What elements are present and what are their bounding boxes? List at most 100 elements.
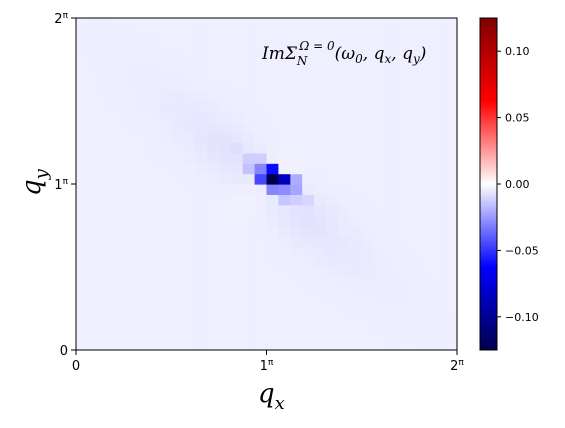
heatmap-cell — [99, 194, 113, 206]
heatmap-cell — [218, 59, 232, 71]
heatmap-cell — [409, 204, 422, 216]
heatmap-cell — [337, 111, 351, 123]
heatmap-cell — [433, 215, 446, 227]
heatmap-cell — [171, 28, 184, 40]
heatmap-cell — [135, 18, 149, 29]
heatmap-cell — [361, 28, 375, 40]
heatmap-cell — [397, 49, 410, 61]
heatmap-cell — [266, 256, 280, 268]
heatmap-cell — [349, 80, 363, 92]
heatmap-cell — [159, 298, 172, 310]
heatmap-cell — [433, 80, 446, 92]
heatmap-cell — [421, 318, 434, 330]
heatmap-cell — [147, 90, 160, 102]
heatmap-cell — [361, 59, 375, 71]
heatmap-cell — [361, 225, 375, 237]
heatmap-cell — [409, 90, 422, 102]
heatmap-cell — [242, 28, 256, 40]
heatmap-cell — [135, 49, 149, 61]
heatmap-cell — [445, 111, 458, 123]
heatmap-cell — [349, 69, 363, 81]
heatmap-cell — [159, 80, 172, 92]
heatmap-cell — [397, 59, 410, 71]
heatmap-cell — [159, 287, 172, 299]
heatmap-cell — [171, 339, 184, 351]
heatmap-cell — [361, 329, 375, 341]
heatmap-cell — [290, 308, 303, 320]
heatmap-cell — [326, 204, 339, 216]
heatmap-cell — [254, 329, 268, 341]
heatmap-cell — [99, 90, 113, 102]
heatmap-cell — [409, 246, 422, 258]
heatmap-cell — [87, 18, 101, 29]
heatmap-cell — [290, 80, 303, 92]
heatmap-cell — [135, 152, 149, 164]
heatmap-cell — [218, 111, 232, 123]
heatmap-cell — [385, 163, 399, 175]
heatmap-cell — [76, 152, 89, 164]
heatmap-cell — [397, 194, 410, 206]
heatmap-cell — [326, 246, 339, 258]
heatmap-cell — [123, 194, 137, 206]
heatmap-cell — [373, 132, 387, 144]
heatmap-cell — [421, 329, 434, 341]
heatmap-cell — [254, 132, 268, 144]
heatmap-cell — [123, 111, 137, 123]
heatmap-cell — [206, 28, 220, 40]
heatmap-cell — [76, 225, 89, 237]
heatmap-cell — [445, 49, 458, 61]
heatmap-cell — [111, 121, 125, 133]
heatmap-cell — [397, 80, 410, 92]
heatmap-cell — [99, 184, 113, 195]
heatmap-cell — [302, 256, 315, 268]
heatmap-cell — [206, 277, 220, 289]
heatmap-cell — [397, 121, 410, 133]
heatmap-cell — [302, 142, 315, 154]
heatmap-cell — [314, 111, 327, 123]
heatmap-cell — [230, 308, 244, 320]
heatmap-cell — [123, 277, 137, 289]
heatmap-cell — [314, 308, 327, 320]
heatmap-cell — [147, 28, 160, 40]
heatmap-cell — [195, 173, 208, 185]
heatmap-cell — [302, 308, 315, 320]
heatmap-cell — [206, 339, 220, 351]
heatmap-cell — [230, 152, 244, 164]
heatmap-cell — [230, 215, 244, 227]
heatmap-cell — [326, 173, 339, 185]
heatmap-cell — [302, 225, 315, 237]
heatmap-cell — [278, 277, 291, 289]
heatmap-cell — [278, 163, 291, 175]
colorbar-tick-label: 0.05 — [505, 112, 530, 125]
heatmap-cell — [171, 318, 184, 330]
heatmap-cell — [373, 235, 387, 247]
heatmap-cell — [206, 80, 220, 92]
heatmap-cell — [159, 101, 172, 112]
heatmap-cell — [135, 225, 149, 237]
heatmap-cell — [421, 152, 434, 164]
heatmap-cell — [385, 152, 399, 164]
heatmap-cell — [361, 38, 375, 50]
heatmap-cell — [147, 277, 160, 289]
heatmap-cell — [266, 287, 280, 299]
heatmap-cell — [242, 329, 256, 341]
heatmap-cell — [373, 256, 387, 268]
heatmap-cell — [171, 152, 184, 164]
heatmap-cell — [183, 277, 196, 289]
heatmap-cell — [349, 142, 363, 154]
heatmap-cell — [218, 49, 232, 61]
heatmap-cell — [171, 38, 184, 50]
heatmap-cell — [159, 90, 172, 102]
heatmap-cell — [373, 18, 387, 29]
heatmap-cell — [278, 318, 291, 330]
heatmap-cell — [99, 69, 113, 81]
heatmap-cell — [123, 235, 137, 247]
heatmap-cell — [290, 329, 303, 341]
heatmap-cell — [385, 298, 399, 310]
heatmap-cell — [385, 246, 399, 258]
heatmap-cell — [76, 235, 89, 247]
heatmap-cell — [171, 184, 184, 195]
heatmap-cell — [111, 152, 125, 164]
heatmap-cell — [135, 101, 149, 112]
heatmap-cell — [433, 49, 446, 61]
